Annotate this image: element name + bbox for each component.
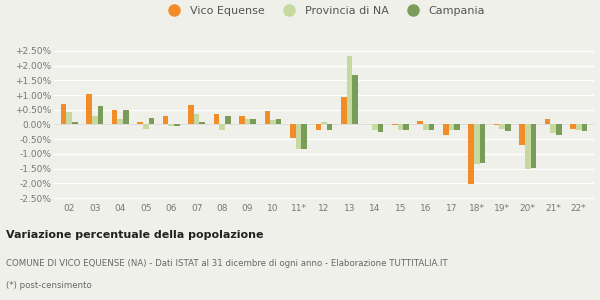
- Bar: [443, 124, 449, 135]
- Bar: [174, 124, 179, 126]
- Bar: [392, 124, 398, 125]
- Bar: [449, 124, 454, 130]
- Bar: [163, 116, 169, 124]
- Bar: [149, 118, 154, 124]
- Bar: [250, 118, 256, 124]
- Bar: [520, 124, 525, 145]
- Bar: [576, 124, 581, 130]
- Bar: [423, 124, 428, 130]
- Bar: [499, 124, 505, 129]
- Text: COMUNE DI VICO EQUENSE (NA) - Dati ISTAT al 31 dicembre di ogni anno - Elaborazi: COMUNE DI VICO EQUENSE (NA) - Dati ISTAT…: [6, 259, 448, 268]
- Bar: [469, 124, 474, 184]
- Bar: [341, 97, 347, 124]
- Bar: [327, 124, 332, 130]
- Bar: [67, 112, 72, 124]
- Legend: Vico Equense, Provincia di NA, Campania: Vico Equense, Provincia di NA, Campania: [161, 4, 487, 18]
- Bar: [225, 116, 230, 124]
- Bar: [92, 116, 98, 124]
- Bar: [372, 124, 378, 130]
- Bar: [494, 124, 499, 125]
- Text: Variazione percentuale della popolazione: Variazione percentuale della popolazione: [6, 230, 263, 241]
- Bar: [571, 124, 576, 129]
- Bar: [479, 124, 485, 163]
- Bar: [123, 110, 128, 124]
- Bar: [98, 106, 103, 124]
- Bar: [581, 124, 587, 131]
- Bar: [214, 114, 220, 124]
- Bar: [276, 119, 281, 124]
- Bar: [550, 124, 556, 133]
- Bar: [545, 119, 550, 124]
- Bar: [188, 105, 194, 124]
- Bar: [403, 124, 409, 130]
- Bar: [199, 122, 205, 124]
- Bar: [220, 124, 225, 130]
- Bar: [61, 104, 67, 124]
- Bar: [352, 75, 358, 124]
- Bar: [86, 94, 92, 124]
- Bar: [454, 124, 460, 130]
- Bar: [418, 121, 423, 124]
- Bar: [525, 124, 530, 169]
- Bar: [239, 116, 245, 124]
- Bar: [398, 124, 403, 130]
- Bar: [474, 124, 479, 164]
- Bar: [270, 120, 276, 124]
- Bar: [137, 122, 143, 124]
- Bar: [290, 124, 296, 138]
- Bar: [245, 119, 250, 124]
- Bar: [143, 124, 149, 129]
- Bar: [505, 124, 511, 131]
- Bar: [530, 124, 536, 168]
- Bar: [169, 124, 174, 126]
- Bar: [321, 122, 327, 124]
- Text: (*) post-censimento: (*) post-censimento: [6, 281, 92, 290]
- Bar: [301, 124, 307, 149]
- Bar: [265, 111, 270, 124]
- Bar: [194, 114, 199, 124]
- Bar: [347, 56, 352, 124]
- Bar: [428, 124, 434, 130]
- Bar: [118, 118, 123, 124]
- Bar: [296, 124, 301, 148]
- Bar: [316, 124, 321, 130]
- Bar: [556, 124, 562, 135]
- Bar: [72, 122, 77, 124]
- Bar: [112, 110, 118, 124]
- Bar: [378, 124, 383, 132]
